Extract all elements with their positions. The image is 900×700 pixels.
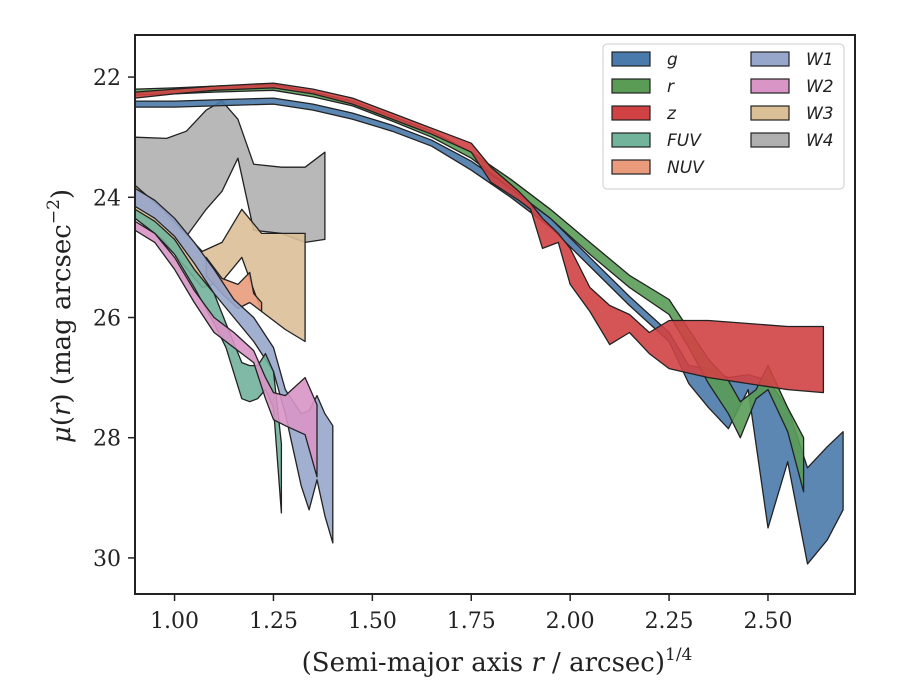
x-tick-label: 1.50 bbox=[348, 609, 397, 634]
x-axis-label: (Semi-major axis r / arcsec)1/4 bbox=[302, 645, 693, 678]
band-w2 bbox=[135, 220, 318, 478]
x-tick-label: 2.50 bbox=[743, 609, 792, 634]
y-tick-label: 26 bbox=[93, 307, 121, 332]
legend-label-nuv: NUV bbox=[667, 158, 705, 178]
bands-group bbox=[135, 82, 844, 565]
legend-swatch-g bbox=[611, 51, 651, 67]
legend-swatch-z bbox=[611, 105, 651, 121]
y-tick-label: 30 bbox=[93, 547, 121, 572]
legend-label-w3: W3 bbox=[806, 104, 834, 124]
legend-swatch-nuv bbox=[611, 159, 651, 175]
legend-label-g: g bbox=[667, 50, 678, 70]
y-tick-label: 24 bbox=[93, 186, 121, 211]
x-tick-label: 2.25 bbox=[645, 609, 694, 634]
x-tick-label: 1.25 bbox=[249, 609, 298, 634]
legend-swatch-w1 bbox=[750, 51, 790, 67]
band-g bbox=[135, 97, 844, 565]
legend-label-r: r bbox=[667, 77, 675, 97]
y-tick-label: 22 bbox=[93, 66, 121, 91]
ticks-group: 1.00 1.25 1.50 1.75 2.00 2.25 2.50 22 24 26 28 30 bbox=[93, 66, 792, 634]
plot-frame bbox=[134, 34, 856, 595]
legend-swatch-fuv bbox=[611, 132, 651, 148]
x-tick-label: 1.00 bbox=[150, 609, 199, 634]
legend-swatch-w3 bbox=[750, 105, 790, 121]
legend-label-w4: W4 bbox=[806, 131, 834, 151]
legend-swatch-w4 bbox=[750, 132, 790, 148]
legend-label-fuv: FUV bbox=[667, 131, 702, 151]
band-z bbox=[135, 82, 825, 394]
legend-label-w1: W1 bbox=[806, 50, 834, 70]
x-tick-label: 1.75 bbox=[447, 609, 496, 634]
y-axis-label: μ(r) (mag arcsec−2) bbox=[44, 189, 77, 443]
band-w4 bbox=[135, 100, 326, 244]
legend: grz FUV NUV W1 W2 W3 W4 bbox=[602, 43, 845, 190]
y-tick-label: 28 bbox=[93, 427, 121, 452]
legend-swatch-r bbox=[611, 78, 651, 94]
legend-swatch-w2 bbox=[750, 78, 790, 94]
legend-label-z: z bbox=[666, 104, 677, 124]
x-tick-label: 2.00 bbox=[546, 609, 595, 634]
band-fuv bbox=[135, 208, 283, 514]
band-w1 bbox=[135, 187, 334, 544]
legend-label-w2: W2 bbox=[806, 77, 834, 97]
